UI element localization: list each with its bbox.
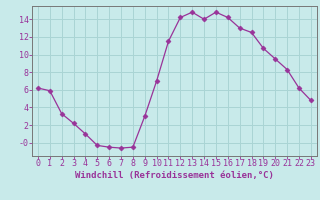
X-axis label: Windchill (Refroidissement éolien,°C): Windchill (Refroidissement éolien,°C)	[75, 171, 274, 180]
